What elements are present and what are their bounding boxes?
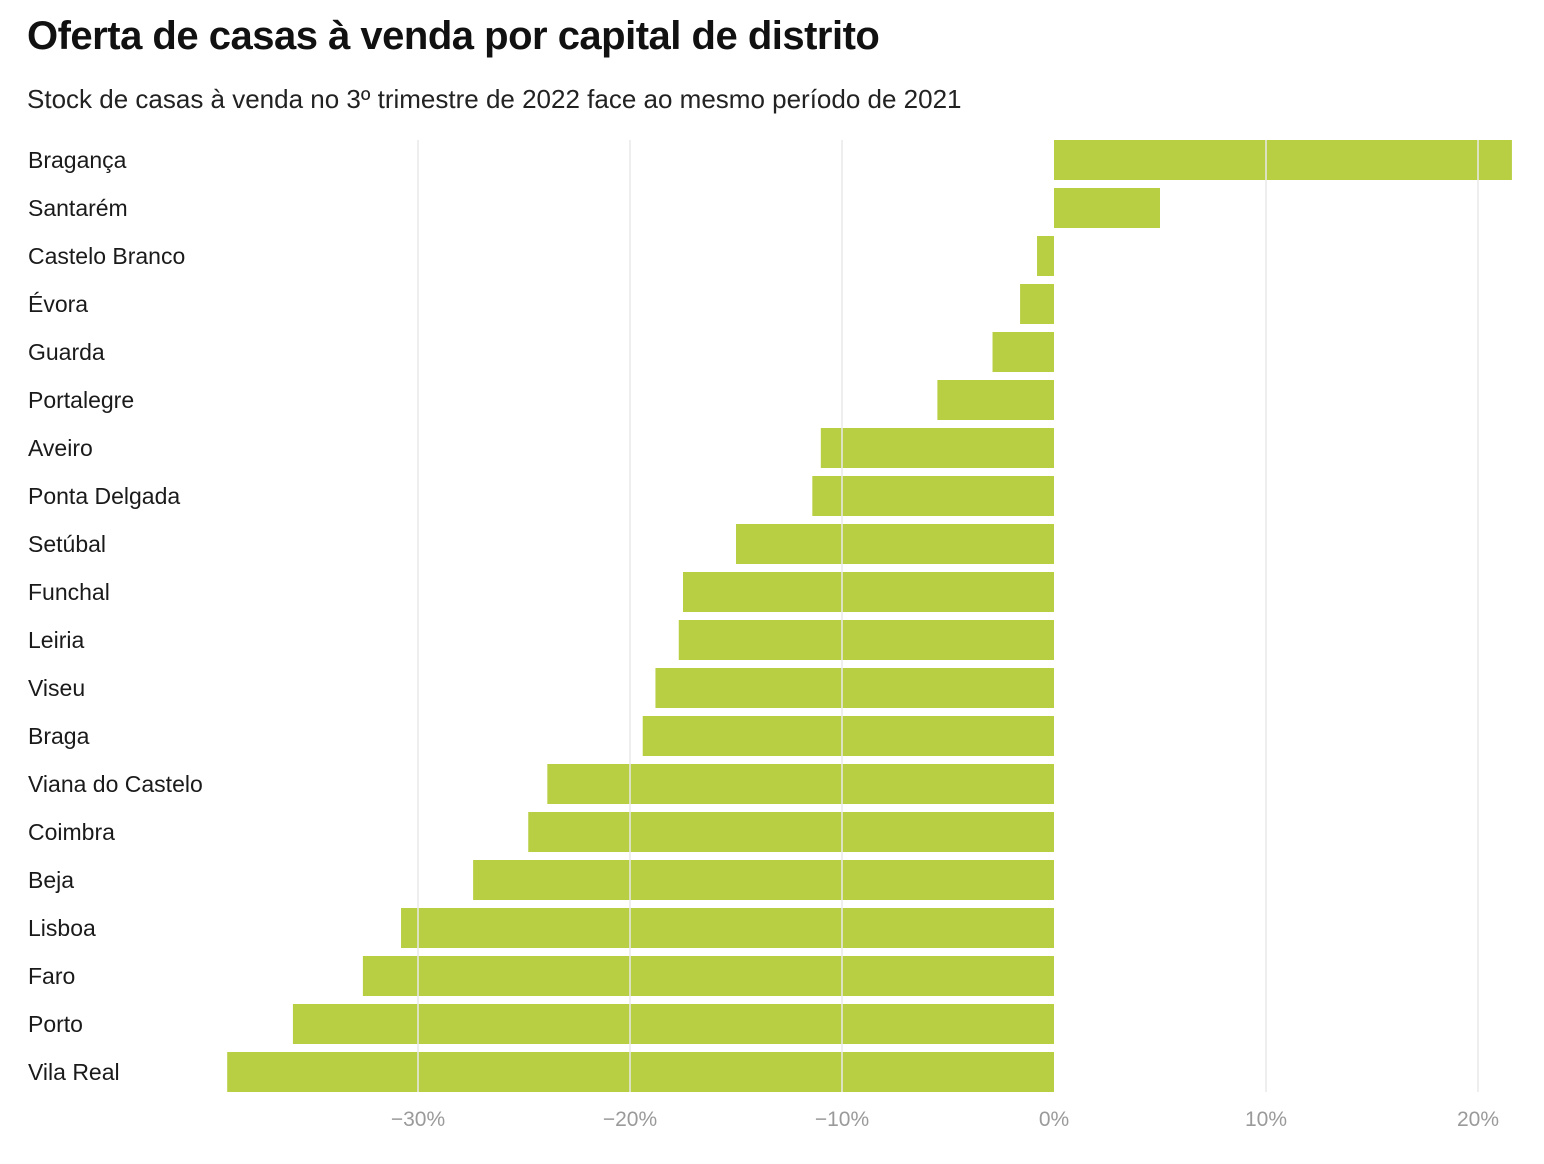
category-label: Setúbal (28, 531, 106, 557)
category-label: Porto (28, 1011, 83, 1037)
bar (292, 1004, 1054, 1044)
category-label: Portalegre (28, 387, 134, 413)
category-label: Castelo Branco (28, 243, 185, 269)
bar (812, 476, 1054, 516)
x-tick-label: −30% (391, 1108, 445, 1131)
x-tick-label: 0% (1039, 1108, 1069, 1131)
bar (401, 908, 1054, 948)
category-labels: Bragança Santarém Castelo Branco Évora Guard… (28, 147, 203, 1085)
chart-title: Oferta de casas à venda por capital de d… (27, 14, 880, 58)
category-label: Aveiro (28, 435, 93, 461)
category-label: Leiria (28, 627, 84, 653)
category-label: Lisboa (28, 915, 96, 941)
bar (547, 764, 1054, 804)
bar (1054, 140, 1512, 180)
bar (937, 380, 1054, 420)
category-label: Guarda (28, 339, 105, 365)
bars (227, 140, 1512, 1092)
category-label: Évora (28, 291, 88, 317)
x-tick-label: −20% (603, 1108, 657, 1131)
category-label: Viana do Castelo (28, 771, 203, 797)
x-tick-label: 20% (1457, 1108, 1499, 1131)
bar (1037, 236, 1054, 276)
x-axis-ticks: −30% −20% −10% 0% 10% 20% (391, 1108, 1499, 1131)
bar (820, 428, 1054, 468)
category-label: Bragança (28, 147, 127, 173)
bar (642, 716, 1054, 756)
category-label: Coimbra (28, 819, 115, 845)
bar (1020, 284, 1054, 324)
chart-subtitle: Stock de casas à venda no 3º trimestre d… (27, 84, 962, 114)
category-label: Vila Real (28, 1059, 120, 1085)
bar (473, 860, 1054, 900)
category-label: Funchal (28, 579, 110, 605)
x-tick-label: −10% (815, 1108, 869, 1131)
category-label: Santarém (28, 195, 128, 221)
category-label: Beja (28, 867, 74, 893)
gridlines (417, 140, 1479, 1092)
category-label: Braga (28, 723, 90, 749)
category-label: Faro (28, 963, 75, 989)
bar (678, 620, 1054, 660)
bar (992, 332, 1054, 372)
bar (227, 1052, 1054, 1092)
category-label: Ponta Delgada (28, 483, 180, 509)
bar (683, 572, 1054, 612)
x-tick-label: 10% (1245, 1108, 1287, 1131)
bar (362, 956, 1054, 996)
bar (736, 524, 1054, 564)
bar (528, 812, 1054, 852)
bar (655, 668, 1054, 708)
bar (1054, 188, 1160, 228)
category-label: Viseu (28, 675, 85, 701)
